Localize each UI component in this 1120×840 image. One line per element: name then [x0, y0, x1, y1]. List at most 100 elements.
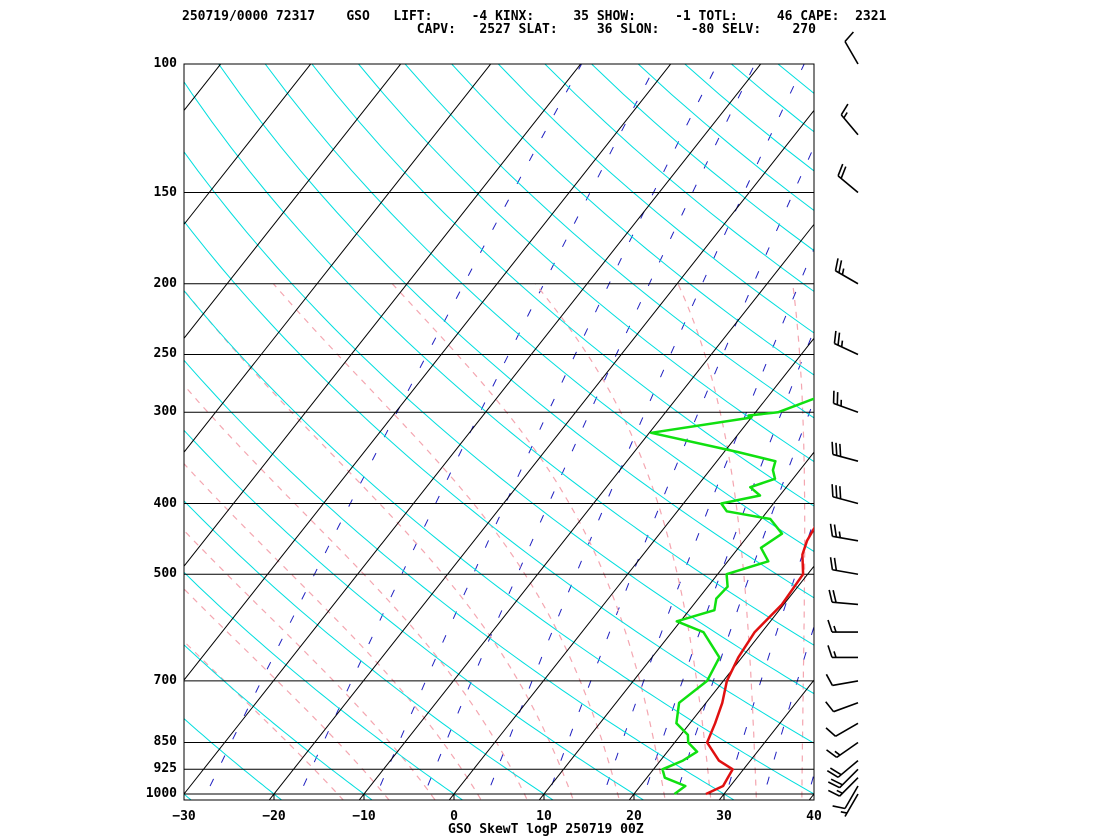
wind-barb-shaft [832, 601, 859, 606]
wind-barb [834, 258, 859, 285]
wind-barb-feather [840, 103, 849, 116]
moist-adiabat-line [391, 283, 666, 800]
dry-adiabat-line [184, 359, 735, 800]
isotherm-line [358, 223, 814, 800]
wind-barb [837, 163, 859, 194]
mixing-ratio-line [921, 31, 1120, 810]
temperature-label: 40 [806, 809, 822, 824]
pressure-label: 400 [153, 495, 177, 511]
wind-barb-shaft [835, 270, 859, 285]
wind-barb-shaft [837, 175, 859, 194]
temperature-label: 0 [450, 809, 458, 824]
wind-barb [840, 103, 859, 136]
wind-barb-shaft [844, 793, 859, 817]
wind-barb-feather [829, 557, 834, 570]
wind-barb-feather [839, 443, 842, 457]
wind-barb [827, 768, 859, 789]
wind-barb [832, 390, 859, 414]
plot-frame [183, 63, 815, 801]
isotherm-line [184, 64, 402, 340]
dry-adiabat-line [777, 64, 814, 95]
wind-barb-half-feather [841, 268, 845, 275]
dry-adiabat-line [184, 793, 192, 800]
wind-barb-half-feather [840, 811, 848, 814]
wind-barb-shaft [832, 568, 859, 576]
dry-adiabat-line [184, 571, 464, 800]
wind-barb-shaft [832, 680, 859, 687]
wind-barb [832, 785, 859, 810]
dry-adiabat-line [875, 31, 1120, 810]
wind-barb-half-feather [843, 112, 848, 119]
pressure-label: 1000 [145, 786, 177, 801]
pressure-label: 150 [153, 184, 177, 200]
wind-barb-feather [835, 442, 838, 456]
isotherm-line [184, 64, 492, 454]
wind-barb [827, 777, 859, 797]
wind-barb-feather [825, 727, 837, 737]
wind-barb-feather [831, 441, 834, 455]
sounding-traces [649, 397, 814, 796]
dry-adiabat-line [184, 644, 373, 800]
mixing-ratio-line [962, 31, 1120, 810]
mixing-ratio-line [1004, 31, 1120, 810]
isotherm-line [628, 565, 814, 800]
wind-barb-shaft [833, 402, 859, 414]
wind-barb-feather [837, 332, 841, 346]
wind-barb-feather [840, 166, 847, 179]
wind-barb-feather [828, 589, 833, 603]
mixing-ratio-line [545, 145, 814, 800]
isotherm-line [0, 31, 157, 810]
dry-adiabat-line [264, 64, 814, 553]
wind-barb [825, 673, 859, 687]
wind-barb-half-feather [840, 340, 844, 347]
pressure-label: 850 [153, 734, 177, 750]
wind-barb-feather [833, 330, 837, 344]
dry-adiabat-line [184, 429, 645, 800]
temperature-label: 30 [716, 809, 732, 824]
dry-adiabat-line [451, 64, 814, 376]
temperature-label: −30 [172, 809, 196, 824]
wind-barb-feather [837, 163, 844, 177]
dry-adiabat-line [544, 64, 814, 293]
isobars [184, 63, 814, 795]
wind-barb [831, 484, 859, 505]
pressure-label: 925 [153, 761, 177, 777]
moist-adiabat-line [184, 588, 390, 800]
isotherm-line [184, 64, 582, 567]
dry-adiabat-line [637, 64, 814, 212]
mixing-ratio-line [674, 399, 814, 800]
wind-barb [833, 330, 859, 356]
dewpoint-trace [649, 397, 814, 796]
wind-barb [844, 31, 859, 65]
wind-barb-feather [825, 701, 835, 713]
dry-adiabat-line [311, 64, 814, 507]
wind-barb-half-feather [836, 789, 843, 795]
mixing-ratio-line [1043, 31, 1120, 810]
mixing-ratio-line [723, 519, 814, 800]
wind-barb-feather [827, 645, 833, 658]
temperature-ticks [183, 794, 815, 800]
mixing-ratio-line [641, 329, 814, 800]
temperature-label: −20 [262, 809, 286, 824]
wind-barb-shaft [837, 759, 859, 778]
wind-barb [829, 557, 859, 576]
moist-adiabat-line [184, 640, 345, 800]
wind-barb-feather [844, 31, 854, 43]
wind-barb-shaft [840, 114, 859, 136]
wind-barb-feather [830, 778, 843, 786]
isotherm-line [184, 64, 312, 226]
mixing-ratio-line [601, 247, 814, 800]
mixing-ratio-line [296, 64, 657, 800]
wind-barb-half-feather [834, 750, 841, 756]
pressure-label: 700 [153, 672, 177, 688]
isotherm-line [448, 337, 814, 800]
header-line-1: 250719/0000 72317 GSO LIFT: -4 KINX: 35 … [182, 9, 887, 24]
moist-adiabat-line [534, 283, 712, 800]
isotherm-line [808, 793, 814, 800]
wind-barb [829, 523, 859, 542]
wind-barb-feather [835, 485, 838, 498]
wind-barb-feather [832, 805, 846, 810]
pressure-label: 300 [153, 404, 177, 420]
wind-barb-feather [833, 557, 838, 571]
dry-adiabats [184, 31, 1120, 810]
